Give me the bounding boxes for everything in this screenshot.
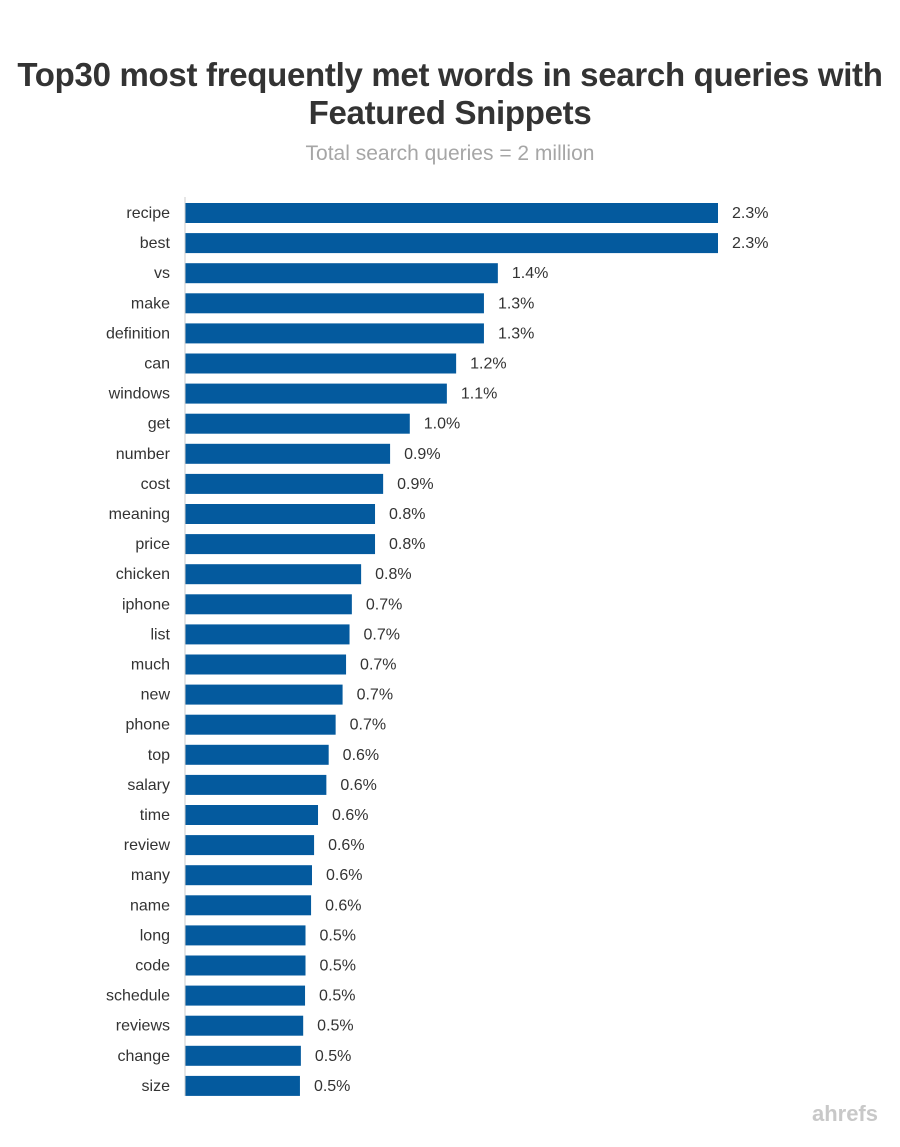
category-label: much [131,657,170,674]
bar-much [185,654,347,675]
value-label: 0.9% [404,446,440,463]
category-label: new [141,687,171,704]
bar-change [185,1045,301,1066]
bar-recipe [185,203,718,223]
value-label: 1.0% [424,416,460,433]
value-label: 0.5% [314,1078,350,1095]
bar-list [185,624,350,645]
value-label: 0.5% [315,1048,351,1065]
bar-size [185,1075,300,1096]
category-label: vs [154,265,170,282]
category-label: price [135,536,170,553]
value-label: 0.5% [320,958,356,975]
category-label: code [135,958,170,975]
category-label: change [118,1048,171,1065]
value-label: 1.1% [461,386,497,403]
ahrefs-logo: ahrefs [811,1101,878,1126]
bar-number [185,443,391,464]
bar-cost [185,473,384,494]
bar-name [185,895,312,916]
category-label: definition [106,325,170,342]
value-label: 0.9% [397,476,433,493]
category-label: salary [127,777,170,794]
value-label: 0.5% [317,1018,353,1035]
chart-title: Top30 most frequently met words in searc… [17,56,883,131]
category-label: chicken [116,566,170,583]
value-label: 0.8% [375,566,411,583]
bar-vs [185,263,498,284]
category-label: schedule [106,988,170,1005]
value-label: 0.6% [332,807,368,824]
category-label: cost [141,476,171,493]
bar-salary [185,774,327,795]
category-label: iphone [122,596,170,613]
bar-time [185,805,319,825]
value-label: 0.6% [343,747,379,764]
category-label: long [140,927,170,944]
category-label: reviews [116,1018,170,1035]
bar-make [185,293,484,314]
value-label: 0.6% [328,837,364,854]
bar-best [185,233,718,254]
bar-price [185,534,376,555]
bar-review [185,835,315,856]
value-label: 1.3% [498,325,534,342]
value-label: 0.5% [320,927,356,944]
bar-reviews [185,1015,304,1036]
bar-many [185,865,312,886]
value-label: 1.4% [512,265,548,282]
category-label: list [150,626,170,643]
value-label: 0.8% [389,506,425,523]
bar-top [185,744,329,765]
bar-iphone [185,594,352,615]
value-label: 0.8% [389,536,425,553]
bar-windows [185,383,447,404]
value-label: 2.3% [732,205,768,222]
category-label: can [144,356,170,373]
value-label: 2.3% [732,235,768,252]
category-label: meaning [109,506,170,523]
bar-meaning [185,504,376,524]
chart-subtitle: Total search queries = 2 million [305,142,595,165]
category-label: top [148,747,170,764]
category-label: name [130,897,170,914]
category-label: number [116,446,171,463]
bar-chicken [185,564,362,585]
bar-new [185,684,343,705]
value-label: 0.7% [364,626,400,643]
value-label: 0.6% [325,897,361,914]
category-label: phone [126,717,171,734]
value-label: 0.6% [326,867,362,884]
value-label: 1.2% [470,356,506,373]
bar-code [185,955,306,976]
bar-long [185,925,306,946]
category-label: make [131,295,170,312]
value-label: 1.3% [498,295,534,312]
bar-get [185,413,410,434]
value-label: 0.7% [360,657,396,674]
category-label: size [142,1078,171,1095]
category-label: review [124,837,171,854]
bar-definition [185,323,484,344]
category-label: windows [108,386,170,403]
bar-can [185,353,457,374]
bar-phone [185,714,336,735]
bar-schedule [185,985,306,1006]
value-label: 0.7% [366,596,402,613]
value-label: 0.6% [340,777,376,794]
value-label: 0.5% [319,988,355,1005]
value-label: 0.7% [350,717,386,734]
category-label: best [140,235,171,252]
category-label: time [140,807,170,824]
value-label: 0.7% [357,687,393,704]
category-label: get [148,416,171,433]
category-label: recipe [126,205,170,222]
category-label: many [131,867,170,884]
